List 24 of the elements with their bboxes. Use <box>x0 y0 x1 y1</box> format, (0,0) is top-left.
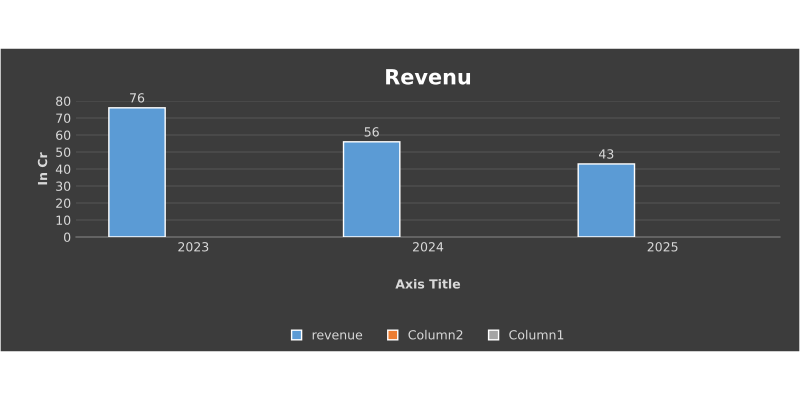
bar <box>342 141 401 237</box>
y-tick-label: 40 <box>56 164 70 174</box>
x-tick-label: 2024 <box>413 242 444 252</box>
y-tick-label: 0 <box>64 232 70 242</box>
y-tick-label: 20 <box>56 198 70 208</box>
legend-label: Column1 <box>509 330 564 340</box>
y-tick-label: 10 <box>56 215 70 225</box>
y-tick-label: 70 <box>56 113 70 123</box>
bar <box>108 107 166 237</box>
y-tick-label: 80 <box>56 96 70 106</box>
legend-label: revenue <box>312 332 362 340</box>
y-axis-title: In Cr <box>38 152 48 184</box>
x-axis-title: Axis Title <box>395 278 460 289</box>
data-label: 56 <box>364 127 379 137</box>
bar <box>577 163 636 237</box>
y-tick-label: 60 <box>56 130 70 140</box>
x-tick-label: 2023 <box>178 242 208 252</box>
data-label: 43 <box>599 149 614 159</box>
chart-title: Revenu <box>386 69 470 85</box>
y-tick-label: 30 <box>56 181 70 191</box>
x-tick-label: 2025 <box>648 242 678 252</box>
y-tick-label: 50 <box>56 147 70 157</box>
legend-label: Column2 <box>408 330 462 340</box>
data-label: 76 <box>130 93 144 103</box>
